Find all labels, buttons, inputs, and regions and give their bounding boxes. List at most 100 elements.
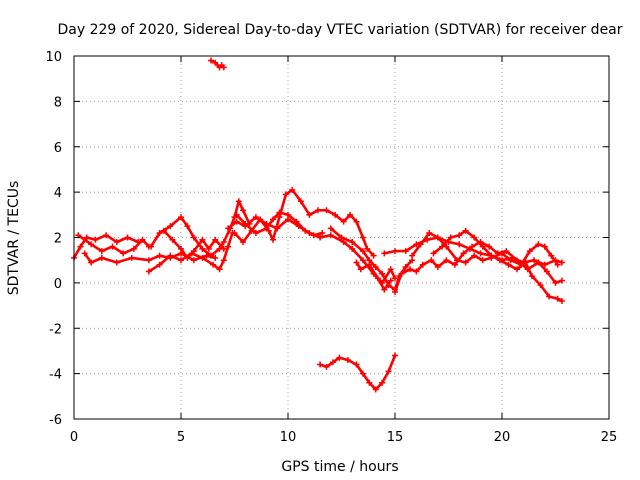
data-point [167, 252, 174, 259]
data-point [479, 257, 486, 264]
y-tick-label: 8 [54, 95, 62, 110]
data-point [372, 386, 379, 393]
data-point [332, 211, 339, 218]
data-point [439, 243, 446, 250]
axis-ticks: 0 5 10 15 20 25 -6 -4 -2 0 2 4 6 8 10 [45, 50, 617, 445]
data-point [145, 268, 152, 275]
data-point [387, 266, 394, 273]
data-point [471, 234, 478, 241]
data-point [496, 257, 503, 264]
data-point [357, 266, 364, 273]
data-point [488, 252, 495, 259]
data-point [366, 379, 373, 386]
data-point [353, 361, 360, 368]
data-point [541, 243, 548, 250]
data-point [479, 243, 486, 250]
data-point [359, 248, 366, 255]
data-point [310, 232, 317, 239]
data-point [392, 288, 398, 295]
data-point [148, 243, 155, 250]
data-point [139, 236, 146, 243]
data-point [128, 254, 135, 261]
x-tick-label: 25 [601, 430, 618, 445]
data-point [434, 234, 441, 241]
data-point [184, 254, 191, 261]
data-point [522, 259, 529, 266]
data-point [83, 234, 90, 241]
y-axis-label: SDTVAR / TECUs [6, 181, 22, 296]
data-point [359, 234, 366, 241]
data-point [109, 243, 116, 250]
data-point [443, 257, 450, 264]
data-point [428, 257, 435, 264]
data-point [289, 186, 296, 193]
data-point [120, 250, 127, 257]
data-point [344, 357, 351, 364]
x-tick-label: 10 [280, 430, 297, 445]
data-point [434, 263, 441, 270]
grid [74, 56, 609, 419]
data-point [392, 248, 398, 255]
data-point [413, 268, 420, 275]
data-point [270, 216, 277, 223]
data-point [349, 239, 356, 246]
y-tick-label: -6 [49, 413, 62, 428]
x-tick-label: 0 [70, 430, 78, 445]
data-point [451, 261, 458, 268]
data-point [379, 379, 386, 386]
data-point [513, 266, 520, 273]
data-point [124, 234, 131, 241]
data-point [359, 370, 366, 377]
data-point [302, 227, 309, 234]
data-point [406, 266, 413, 273]
data-point [471, 252, 478, 259]
data-point [199, 245, 206, 252]
data-point [167, 223, 174, 230]
data-point [293, 218, 300, 225]
data-point [212, 236, 219, 243]
data-point [543, 268, 550, 275]
data-point [419, 261, 426, 268]
data-point [456, 241, 463, 248]
data-point [233, 211, 240, 218]
data-point [349, 245, 356, 252]
data-point [225, 225, 232, 232]
data-point [477, 250, 484, 257]
plot-area [71, 57, 565, 393]
data-point [231, 229, 238, 236]
data-point [212, 254, 219, 261]
data-point [323, 207, 330, 214]
data-point [207, 252, 214, 259]
data-point [77, 243, 84, 250]
data-point [402, 263, 409, 270]
data-point [190, 248, 197, 255]
data-point [552, 279, 559, 286]
data-point [263, 225, 270, 232]
data-point [317, 361, 324, 368]
data-point [156, 229, 163, 236]
y-tick-label: -2 [49, 322, 62, 337]
data-point [220, 64, 227, 71]
data-point [297, 198, 304, 205]
series-trace-17 [318, 354, 397, 391]
data-point [98, 248, 105, 255]
series-trace-2 [77, 233, 151, 255]
data-point [327, 232, 334, 239]
data-point [558, 298, 565, 305]
data-point [456, 232, 463, 239]
data-point [379, 270, 386, 277]
data-point [103, 232, 110, 239]
data-point [233, 218, 240, 225]
series-trace-14 [393, 240, 564, 294]
series-trace-5 [149, 199, 251, 257]
data-point [469, 243, 476, 250]
data-point [541, 261, 548, 268]
data-point [113, 239, 120, 246]
x-tick-label: 5 [177, 430, 185, 445]
data-point [210, 261, 217, 268]
data-point [374, 275, 381, 282]
data-point [385, 368, 392, 375]
data-point [370, 252, 377, 259]
data-point [381, 250, 388, 257]
